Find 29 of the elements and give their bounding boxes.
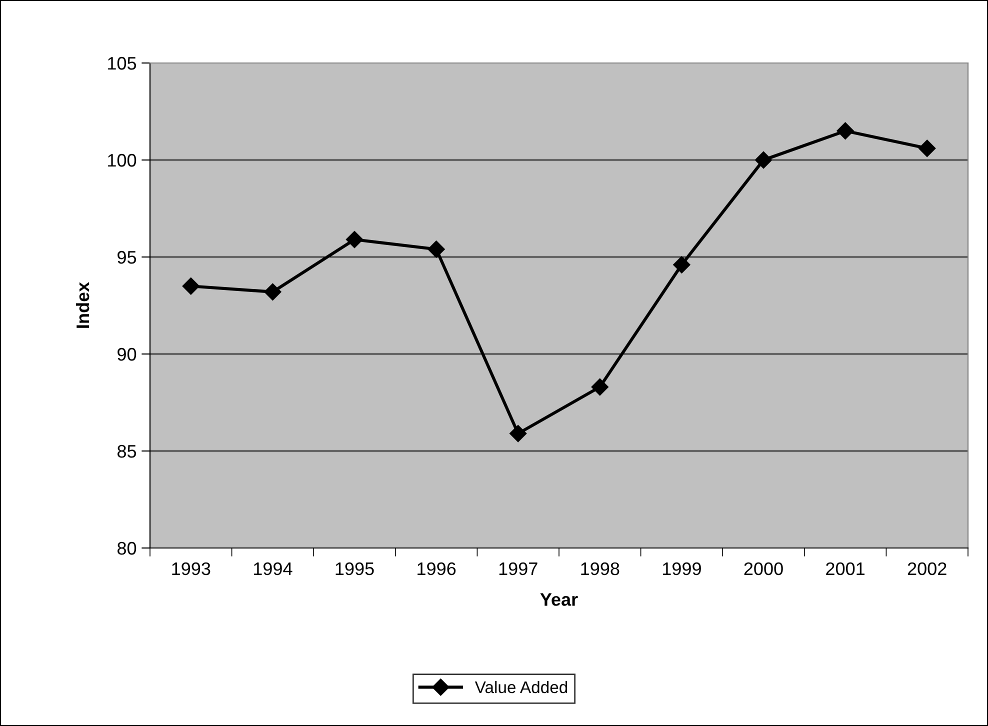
x-tick-label: 1996 (418, 562, 456, 576)
point (510, 424, 527, 442)
point (754, 151, 772, 169)
y-tick-label: 80 (118, 542, 136, 555)
x-tick-label: 2000 (744, 562, 783, 576)
point (428, 240, 445, 258)
y-tick-label: 105 (108, 56, 136, 70)
y-tick-label: 95 (118, 250, 136, 264)
point (591, 378, 608, 396)
point (673, 256, 690, 274)
x-tick-label: 2002 (908, 562, 946, 576)
x-tick-label: 1997 (499, 562, 538, 576)
y-tick-label: 100 (108, 154, 136, 167)
point (346, 230, 364, 248)
x-tick-label: 2001 (826, 562, 865, 576)
x-tick-label: 1999 (662, 562, 701, 576)
y-axis-title: Index (76, 282, 90, 328)
point (918, 140, 936, 157)
x-tick-label: 1993 (172, 562, 210, 576)
point (264, 283, 282, 300)
legend-label: Value Added (474, 680, 568, 694)
point (836, 122, 854, 140)
y-tick-label: 85 (118, 444, 136, 458)
y-tick-label: 90 (118, 348, 136, 361)
x-tick-label: 1998 (581, 562, 620, 576)
x-axis-title: Year (540, 593, 578, 606)
x-tick-label: 1995 (336, 562, 374, 576)
point (182, 278, 200, 295)
x-tick-label: 1994 (254, 562, 292, 576)
